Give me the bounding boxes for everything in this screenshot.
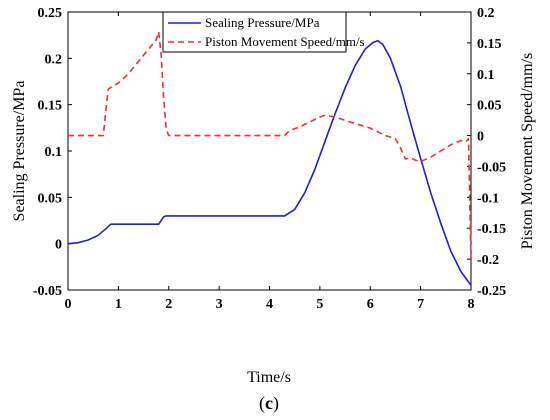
left-y-tick-label: 0.15 xyxy=(38,99,63,114)
caption-letter: c xyxy=(265,393,273,413)
right-y-tick-label: -0.1 xyxy=(477,191,499,206)
caption-close-paren: ) xyxy=(273,393,279,414)
left-y-tick-label: 0.05 xyxy=(38,191,63,206)
right-y-tick-label: -0.15 xyxy=(477,222,506,237)
series-line-piston-speed xyxy=(68,31,472,260)
x-tick-label: 3 xyxy=(216,297,223,312)
figure-caption: (c) xyxy=(259,393,279,414)
x-tick-label: 6 xyxy=(367,297,374,312)
left-y-tick-label: 0 xyxy=(55,238,62,253)
series-layer xyxy=(67,31,472,286)
right-y-tick-label: 0.1 xyxy=(477,68,495,83)
x-tick-label: 0 xyxy=(65,297,72,312)
x-axis-ticks: 0 1 2 3 4 5 6 7 8 xyxy=(65,12,475,312)
legend-label-sealing-pressure: Sealing Pressure/MPa xyxy=(205,15,320,30)
left-y-axis-ticks: -0.05 0 0.05 0.1 0.15 0.2 0.25 xyxy=(33,6,72,299)
left-y-tick-label: 0.25 xyxy=(38,6,63,21)
legend-label-piston-speed: Piston Movement Speed/mm/s xyxy=(205,34,365,49)
series-line-sealing-pressure xyxy=(67,39,472,286)
plot-frame xyxy=(67,11,472,291)
right-y-tick-label: 0.2 xyxy=(477,6,495,21)
right-y-tick-label: 0 xyxy=(477,130,484,145)
x-axis-label: Time/s xyxy=(247,369,291,386)
right-y-tick-label: 0.15 xyxy=(477,37,502,52)
x-tick-label: 5 xyxy=(316,297,323,312)
legend: Sealing Pressure/MPa Piston Movement Spe… xyxy=(162,11,365,53)
left-y-tick-label: -0.05 xyxy=(33,284,62,299)
left-y-tick-label: 0.1 xyxy=(45,145,63,160)
left-y-tick-label: 0.2 xyxy=(45,52,63,67)
caption-open-paren: ( xyxy=(259,393,265,414)
legend-box xyxy=(162,11,347,53)
right-y-tick-label: -0.2 xyxy=(477,253,499,268)
x-tick-label: 8 xyxy=(468,297,475,312)
left-y-axis-label: Sealing Pressure/MPa xyxy=(11,81,28,222)
x-tick-label: 7 xyxy=(417,297,424,312)
right-y-axis-ticks: -0.25 -0.2 -0.15 -0.1 -0.05 0 0.05 0.1 0.15 0.2 xyxy=(467,6,506,299)
right-y-tick-label: 0.05 xyxy=(477,99,502,114)
x-tick-label: 4 xyxy=(266,297,273,312)
right-y-axis-label: Piston Movement Speed/mm/s xyxy=(519,53,536,249)
right-y-tick-label: -0.05 xyxy=(477,160,506,175)
x-tick-label: 2 xyxy=(165,297,172,312)
x-tick-label: 1 xyxy=(115,297,122,312)
right-y-tick-label: -0.25 xyxy=(477,284,506,299)
